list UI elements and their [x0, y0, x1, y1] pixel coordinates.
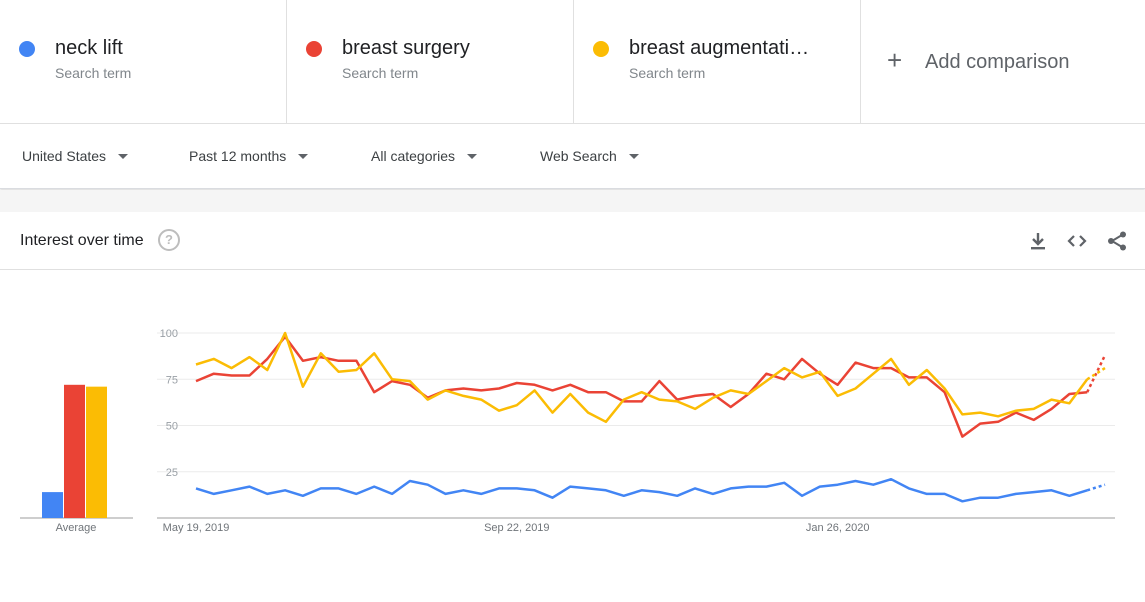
- region-dropdown[interactable]: United States: [22, 148, 129, 164]
- term-color-dot: [306, 41, 322, 57]
- series-line: [195, 477, 1088, 503]
- series-line-partial: [1086, 354, 1107, 393]
- y-tick-label: 75: [166, 374, 178, 386]
- term-type-label: Search term: [342, 65, 419, 81]
- section-gap: [0, 190, 1145, 212]
- time-range-value: Past 12 months: [189, 148, 287, 164]
- share-icon[interactable]: [1106, 230, 1128, 252]
- average-bar: [42, 492, 63, 518]
- series-line: [195, 331, 1089, 424]
- download-icon[interactable]: [1027, 230, 1049, 252]
- series-line: [195, 335, 1088, 438]
- search-terms-bar: neck lift Search term breast surgery Sea…: [0, 0, 1145, 124]
- average-bar: [64, 384, 85, 518]
- average-label: Average: [56, 522, 97, 534]
- term-type-label: Search term: [55, 65, 132, 81]
- category-dropdown[interactable]: All categories: [371, 148, 478, 164]
- help-icon[interactable]: ?: [158, 229, 180, 251]
- y-tick-label: 100: [160, 328, 178, 340]
- x-tick-label: Jan 26, 2020: [806, 522, 870, 534]
- term-color-dot: [593, 41, 609, 57]
- y-tick-label: 25: [166, 467, 178, 479]
- search-type-dropdown[interactable]: Web Search: [540, 148, 639, 164]
- average-bar: [86, 386, 107, 518]
- caret-down-icon: [118, 153, 129, 159]
- time-range-dropdown[interactable]: Past 12 months: [189, 148, 309, 164]
- filter-bar: United States Past 12 months All categor…: [0, 124, 1145, 189]
- x-tick-label: Sep 22, 2019: [484, 522, 549, 534]
- term-name[interactable]: breast augmentati…: [629, 37, 810, 59]
- y-tick-label: 50: [166, 421, 178, 433]
- search-term-2[interactable]: breast surgery Search term: [287, 0, 574, 123]
- term-name[interactable]: breast surgery: [342, 37, 470, 59]
- caret-down-icon: [298, 153, 309, 159]
- embed-code-icon[interactable]: [1066, 230, 1088, 252]
- card-title: Interest over time: [20, 232, 144, 249]
- interest-over-time-header: Interest over time ?: [0, 212, 1145, 270]
- add-comparison-button[interactable]: + Add comparison: [861, 0, 1145, 123]
- search-type-value: Web Search: [540, 148, 617, 164]
- add-comparison-label: Add comparison: [925, 51, 1070, 73]
- interest-over-time-chart: 25 50 75 100 Average May 19, 2019 Sep 22, 2019…: [20, 328, 1115, 534]
- category-value: All categories: [371, 148, 456, 164]
- series-line-partial: [1086, 483, 1106, 492]
- term-color-dot: [19, 41, 35, 57]
- term-name[interactable]: neck lift: [55, 37, 123, 59]
- region-value: United States: [22, 148, 107, 164]
- caret-down-icon: [467, 153, 478, 159]
- term-type-label: Search term: [629, 65, 706, 81]
- search-term-1[interactable]: neck lift Search term: [0, 0, 287, 123]
- x-tick-label: May 19, 2019: [163, 522, 230, 534]
- search-term-3[interactable]: breast augmentati… Search term: [574, 0, 861, 123]
- caret-down-icon: [628, 153, 639, 159]
- plus-icon: +: [887, 45, 903, 75]
